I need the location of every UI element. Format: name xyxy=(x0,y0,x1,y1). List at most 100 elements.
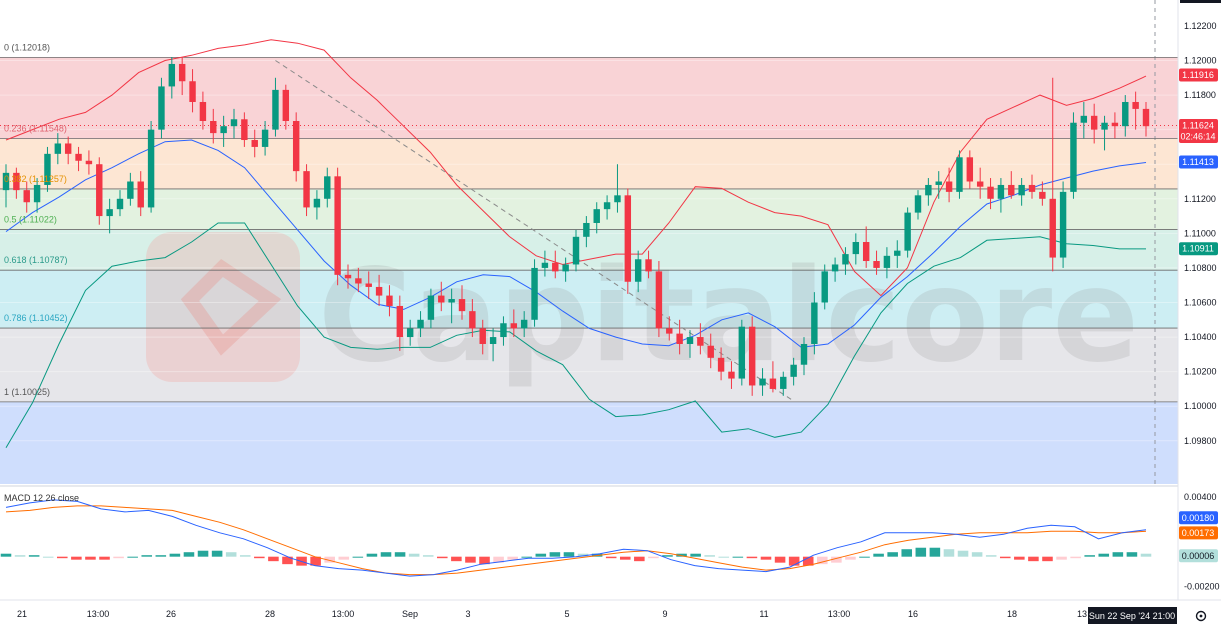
candle-body xyxy=(230,119,238,127)
candle-body xyxy=(334,176,341,275)
macd-histogram-bar xyxy=(577,553,589,557)
candle xyxy=(790,357,797,386)
candle xyxy=(769,361,777,393)
watermark-text: Capitalcore xyxy=(318,242,1139,391)
candle-body xyxy=(23,190,30,203)
candle xyxy=(334,167,341,286)
candle xyxy=(976,167,984,199)
candle-body xyxy=(303,171,310,208)
candle-body xyxy=(33,184,41,203)
candle-body xyxy=(261,129,269,147)
candle-body xyxy=(717,357,725,372)
macd-histogram-bar xyxy=(507,556,518,560)
macd-histogram-bar xyxy=(183,552,195,557)
macd-histogram-bar xyxy=(394,552,406,557)
candle-body xyxy=(821,271,828,303)
macd-histogram-bar xyxy=(971,552,983,557)
candle xyxy=(396,295,404,351)
time-axis-tick: 13 xyxy=(1077,609,1087,619)
candle-body xyxy=(96,164,103,217)
candle-body xyxy=(500,323,507,338)
macd-histogram-bar xyxy=(817,556,828,565)
trend-line xyxy=(275,60,794,402)
candle xyxy=(137,171,144,217)
macd-histogram-bar xyxy=(746,556,758,559)
candle-body xyxy=(189,81,196,102)
macd-histogram-bar xyxy=(957,550,969,557)
time-axis-tick: Sep xyxy=(402,609,418,619)
candle xyxy=(355,267,362,293)
candle xyxy=(997,178,1005,213)
macd-histogram-bar xyxy=(943,549,955,557)
candle-body xyxy=(976,181,984,187)
candle xyxy=(583,216,590,248)
candle-body xyxy=(1049,198,1056,258)
candle-body xyxy=(748,326,756,386)
candle-body xyxy=(344,274,352,279)
candle xyxy=(666,316,673,341)
candle xyxy=(728,361,735,389)
candle xyxy=(572,229,580,272)
top-axis-marker xyxy=(1180,0,1221,3)
macd-histogram-bar xyxy=(42,556,54,558)
candle-body xyxy=(489,337,497,344)
candle-body xyxy=(241,119,248,141)
macd-histogram-bar xyxy=(99,556,110,560)
candle-body xyxy=(603,202,611,210)
candle-body xyxy=(1122,101,1129,127)
candle-body xyxy=(790,364,797,377)
candle-body xyxy=(2,172,10,191)
macd-histogram-bar xyxy=(493,556,504,563)
macd-histogram-bar xyxy=(1070,556,1081,559)
macd-histogram-bar xyxy=(788,556,800,566)
fib-zone xyxy=(0,188,1178,230)
upper-band-badge: 1.11916 xyxy=(1182,70,1214,80)
candle-body xyxy=(54,143,62,154)
gear-icon[interactable] xyxy=(1195,610,1207,622)
macd-histogram-bar xyxy=(1098,553,1110,557)
macd-histogram-bar xyxy=(859,556,870,558)
candle-body xyxy=(583,222,590,237)
macd-histogram-bar xyxy=(774,556,786,563)
time-axis-tick: 26 xyxy=(166,609,176,619)
macd-histogram-bar xyxy=(225,552,237,557)
candle-body xyxy=(116,198,124,210)
macd-histogram-bar xyxy=(254,556,265,559)
candle-body xyxy=(738,326,746,379)
macd-histogram-bar xyxy=(338,556,350,560)
candle xyxy=(158,77,165,139)
price-axis-tick: 1.10200 xyxy=(1184,367,1217,377)
candle-body xyxy=(541,262,549,268)
candle-body xyxy=(634,259,642,282)
crosshair-time-badge xyxy=(1088,607,1177,624)
candle-body xyxy=(137,181,144,208)
macd-histogram-bar xyxy=(366,553,378,557)
candle-body xyxy=(811,302,818,344)
candle xyxy=(199,91,207,130)
candle-body xyxy=(862,242,870,262)
candle xyxy=(593,202,600,234)
candle xyxy=(1008,171,1015,199)
fib-level-label: 0.5 (1.11022) xyxy=(4,215,57,225)
candle-body xyxy=(44,153,51,185)
time-axis-tick: 21 xyxy=(17,609,27,619)
macd-histogram-bar xyxy=(831,556,842,563)
candle-body xyxy=(883,255,891,268)
fib-zone xyxy=(0,138,1178,189)
candle xyxy=(54,133,62,165)
macd-histogram-bar xyxy=(1028,556,1039,562)
candle-body xyxy=(686,337,694,344)
candle xyxy=(168,57,176,99)
fib-level-label: 0.618 (1.10787) xyxy=(4,255,68,265)
candle-body xyxy=(562,264,569,272)
candle xyxy=(500,316,507,346)
fib-zone xyxy=(0,328,1178,402)
macd-histogram-bar xyxy=(71,556,82,560)
candle xyxy=(23,181,30,213)
macd-histogram-bar xyxy=(760,556,772,560)
gear-icon-center xyxy=(1199,614,1203,618)
candle xyxy=(935,171,942,199)
candle-body xyxy=(800,343,808,365)
candle xyxy=(324,167,331,208)
